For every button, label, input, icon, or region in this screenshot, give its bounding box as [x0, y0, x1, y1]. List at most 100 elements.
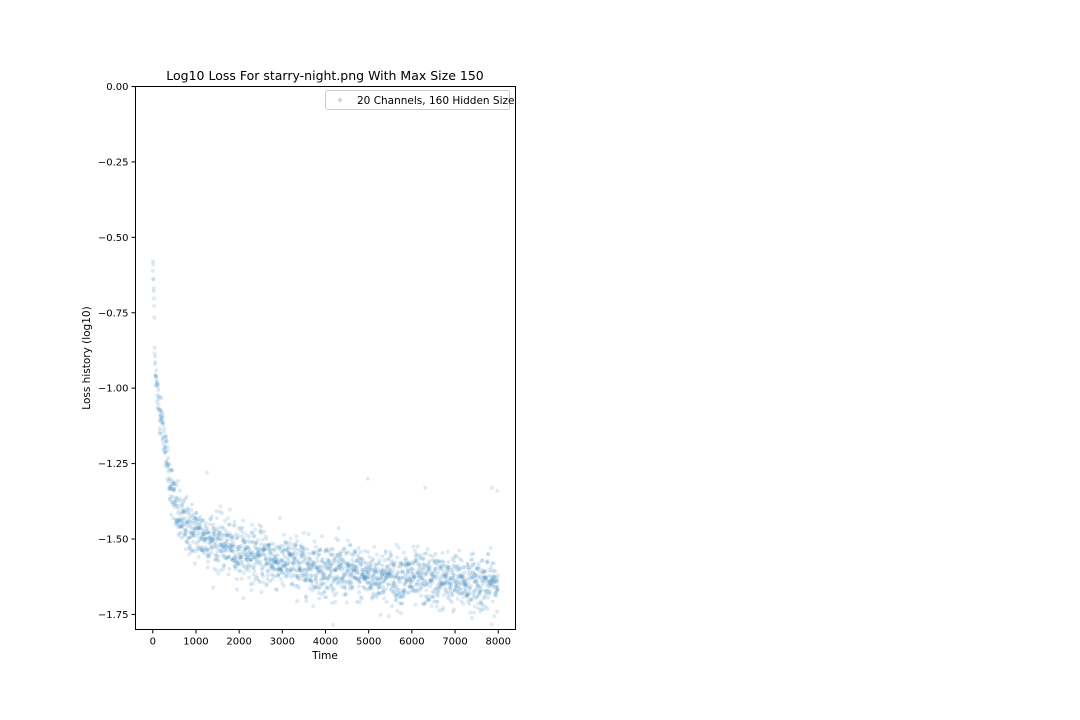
data-point [161, 442, 166, 447]
data-point [331, 587, 336, 592]
data-point [191, 533, 196, 538]
data-point [185, 521, 190, 526]
data-point [376, 583, 381, 588]
data-point [304, 576, 309, 581]
data-point [276, 572, 281, 577]
data-point [173, 502, 178, 507]
data-point [223, 548, 228, 553]
data-point [164, 439, 169, 444]
data-point [360, 572, 365, 577]
data-point [372, 573, 377, 578]
data-point [205, 547, 210, 552]
data-point [482, 579, 487, 584]
data-point [198, 515, 203, 520]
data-point [254, 554, 259, 559]
data-point [484, 589, 489, 594]
data-point [467, 592, 472, 597]
data-point [426, 598, 431, 603]
data-point [232, 556, 237, 561]
data-point [332, 558, 337, 563]
data-point [311, 549, 316, 554]
data-point [383, 551, 388, 556]
data-point [184, 519, 189, 524]
data-point [436, 594, 441, 599]
data-point [436, 558, 441, 563]
data-point [251, 565, 256, 570]
data-point [475, 582, 480, 587]
data-point [194, 541, 199, 546]
data-point [296, 564, 301, 569]
data-point [219, 533, 224, 538]
data-point [185, 520, 190, 525]
data-point [466, 567, 471, 572]
data-point [155, 382, 160, 387]
data-point [462, 578, 467, 583]
data-point [259, 524, 264, 529]
data-point [155, 406, 160, 410]
data-point [244, 557, 249, 562]
data-point [242, 540, 247, 545]
data-point [483, 588, 488, 593]
data-point [276, 562, 280, 567]
data-point [285, 573, 290, 578]
data-point [318, 564, 323, 569]
data-point [151, 289, 156, 294]
data-point [400, 588, 405, 593]
data-point [318, 547, 323, 552]
data-point [446, 593, 451, 598]
data-point [180, 503, 185, 508]
data-point [335, 552, 340, 557]
data-point [314, 566, 319, 571]
data-point [245, 554, 250, 559]
data-point [326, 559, 331, 564]
data-point [290, 572, 295, 577]
data-point [162, 445, 167, 450]
data-point [291, 582, 296, 587]
data-point [237, 569, 242, 574]
data-point [382, 577, 387, 582]
data-point [310, 583, 315, 588]
data-point [383, 575, 388, 580]
data-point [339, 563, 344, 568]
data-point [329, 582, 334, 587]
data-point [375, 591, 380, 596]
data-point [375, 577, 380, 582]
data-point [416, 574, 421, 579]
data-point [398, 564, 403, 569]
data-point [349, 563, 354, 568]
data-point [242, 541, 247, 546]
data-point [236, 552, 241, 557]
data-point [419, 567, 424, 572]
data-point [363, 578, 368, 583]
data-point [412, 558, 417, 563]
data-point [336, 578, 341, 583]
data-point [328, 571, 333, 576]
data-point [289, 546, 294, 551]
data-point [418, 553, 423, 558]
data-point [229, 534, 234, 539]
data-point [323, 548, 328, 553]
data-point [162, 446, 167, 451]
data-point [400, 593, 405, 598]
data-point [352, 576, 357, 581]
data-point [271, 542, 276, 547]
data-point [342, 579, 347, 584]
data-point [154, 373, 159, 378]
data-point [286, 550, 291, 555]
data-point [438, 574, 443, 579]
data-point [169, 512, 174, 517]
data-point [252, 555, 257, 560]
data-point [407, 590, 412, 595]
data-point [346, 563, 351, 568]
data-point [461, 574, 466, 579]
data-point [481, 603, 486, 608]
data-point [411, 560, 416, 565]
data-point [339, 584, 344, 589]
data-point [202, 529, 207, 534]
x-tick-label: 1000 [183, 637, 208, 648]
data-point [154, 382, 159, 387]
data-point [354, 599, 359, 604]
data-point [468, 610, 473, 615]
data-point [346, 580, 351, 585]
data-point [473, 573, 478, 578]
